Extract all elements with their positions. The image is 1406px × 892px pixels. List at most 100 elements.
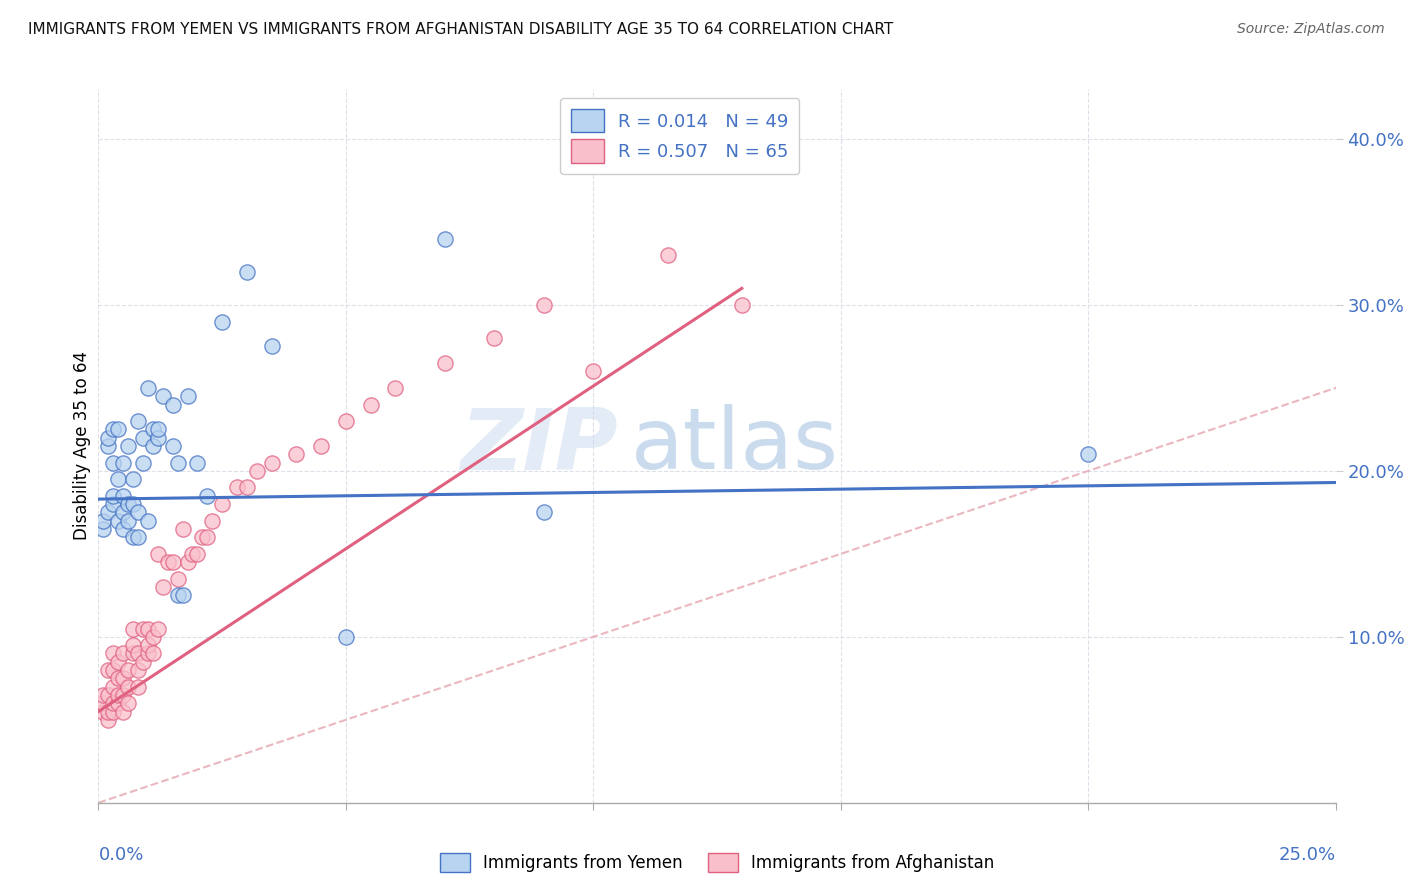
Point bbox=[103, 456, 125, 470]
Point bbox=[112, 505, 135, 519]
Point bbox=[132, 456, 155, 470]
Point bbox=[112, 522, 135, 536]
Point bbox=[731, 298, 754, 312]
Point bbox=[117, 439, 139, 453]
Point bbox=[117, 514, 139, 528]
Point bbox=[195, 489, 218, 503]
Point bbox=[236, 265, 259, 279]
Point bbox=[433, 356, 456, 370]
Point bbox=[93, 696, 115, 710]
Point bbox=[146, 547, 169, 561]
Point bbox=[127, 680, 149, 694]
Point bbox=[360, 397, 382, 411]
Point bbox=[211, 314, 233, 328]
Point bbox=[132, 431, 155, 445]
Point bbox=[226, 481, 249, 495]
Point bbox=[176, 389, 198, 403]
Point bbox=[191, 530, 214, 544]
Point bbox=[122, 472, 145, 486]
Point bbox=[122, 638, 145, 652]
Point bbox=[582, 364, 605, 378]
Point bbox=[146, 431, 169, 445]
Point bbox=[103, 696, 125, 710]
Point bbox=[127, 663, 149, 677]
Point bbox=[335, 630, 357, 644]
Point bbox=[97, 439, 120, 453]
Point bbox=[103, 647, 125, 661]
Point bbox=[260, 339, 283, 353]
Point bbox=[186, 547, 208, 561]
Point bbox=[97, 713, 120, 727]
Point bbox=[103, 489, 125, 503]
Point bbox=[156, 555, 179, 569]
Point bbox=[107, 671, 129, 685]
Point bbox=[533, 505, 555, 519]
Text: 0.0%: 0.0% bbox=[98, 846, 143, 863]
Point bbox=[112, 705, 135, 719]
Point bbox=[166, 588, 188, 602]
Point bbox=[107, 655, 129, 669]
Point bbox=[112, 647, 135, 661]
Point bbox=[201, 514, 224, 528]
Point bbox=[172, 522, 194, 536]
Point bbox=[162, 555, 184, 569]
Point bbox=[152, 389, 174, 403]
Point bbox=[117, 696, 139, 710]
Point bbox=[112, 671, 135, 685]
Point bbox=[172, 588, 194, 602]
Point bbox=[107, 514, 129, 528]
Point bbox=[433, 231, 456, 245]
Point bbox=[117, 497, 139, 511]
Point bbox=[127, 530, 149, 544]
Point bbox=[117, 663, 139, 677]
Point bbox=[260, 456, 283, 470]
Point bbox=[127, 647, 149, 661]
Point bbox=[166, 456, 188, 470]
Text: Source: ZipAtlas.com: Source: ZipAtlas.com bbox=[1237, 22, 1385, 37]
Point bbox=[112, 688, 135, 702]
Point bbox=[107, 696, 129, 710]
Point bbox=[152, 580, 174, 594]
Point bbox=[657, 248, 679, 262]
Point bbox=[107, 472, 129, 486]
Point bbox=[97, 663, 120, 677]
Point bbox=[146, 422, 169, 436]
Legend: Immigrants from Yemen, Immigrants from Afghanistan: Immigrants from Yemen, Immigrants from A… bbox=[432, 844, 1002, 880]
Point bbox=[142, 630, 165, 644]
Point bbox=[112, 456, 135, 470]
Point bbox=[117, 680, 139, 694]
Point bbox=[103, 705, 125, 719]
Text: ZIP: ZIP bbox=[460, 404, 619, 488]
Point bbox=[93, 705, 115, 719]
Point bbox=[93, 688, 115, 702]
Point bbox=[122, 530, 145, 544]
Point bbox=[384, 381, 406, 395]
Point bbox=[103, 663, 125, 677]
Point bbox=[103, 680, 125, 694]
Point bbox=[136, 381, 159, 395]
Point bbox=[195, 530, 218, 544]
Point bbox=[285, 447, 308, 461]
Point bbox=[112, 489, 135, 503]
Point bbox=[533, 298, 555, 312]
Point bbox=[335, 414, 357, 428]
Point bbox=[122, 497, 145, 511]
Y-axis label: Disability Age 35 to 64: Disability Age 35 to 64 bbox=[73, 351, 91, 541]
Text: IMMIGRANTS FROM YEMEN VS IMMIGRANTS FROM AFGHANISTAN DISABILITY AGE 35 TO 64 COR: IMMIGRANTS FROM YEMEN VS IMMIGRANTS FROM… bbox=[28, 22, 893, 37]
Point bbox=[246, 464, 269, 478]
Point bbox=[97, 431, 120, 445]
Point bbox=[122, 647, 145, 661]
Point bbox=[211, 497, 233, 511]
Point bbox=[93, 514, 115, 528]
Point bbox=[484, 331, 506, 345]
Point bbox=[127, 505, 149, 519]
Point bbox=[136, 622, 159, 636]
Point bbox=[103, 497, 125, 511]
Point bbox=[142, 422, 165, 436]
Point bbox=[186, 456, 208, 470]
Point bbox=[136, 647, 159, 661]
Point bbox=[162, 397, 184, 411]
Point bbox=[136, 638, 159, 652]
Point bbox=[142, 647, 165, 661]
Point bbox=[132, 622, 155, 636]
